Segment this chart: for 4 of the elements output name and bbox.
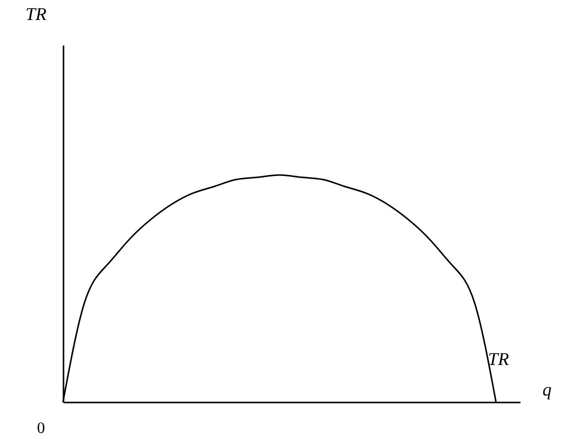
text: TR — [25, 4, 47, 24]
text: 0 — [37, 420, 45, 437]
x-axis-title: q — [542, 380, 552, 400]
series-label: TR — [488, 349, 510, 369]
